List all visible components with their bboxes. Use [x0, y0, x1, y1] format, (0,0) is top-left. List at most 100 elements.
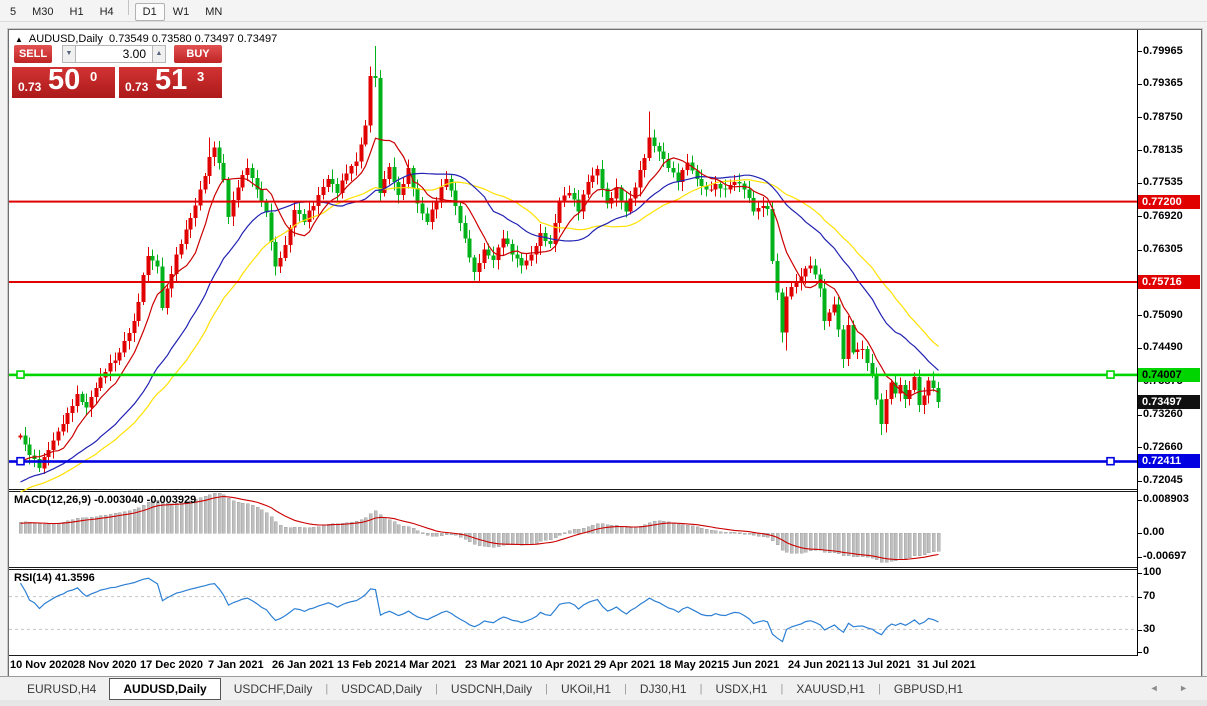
- tab-separator: |: [624, 682, 627, 695]
- tab-scroll-arrows[interactable]: ◄ ►: [1149, 683, 1197, 693]
- date-axis-label: 10 Apr 2021: [530, 659, 592, 671]
- price-tick-mark: [1137, 414, 1142, 416]
- date-axis-label: 24 Jun 2021: [788, 659, 851, 671]
- timeframe-h1[interactable]: H1: [69, 6, 84, 18]
- date-axis-label: 26 Jan 2021: [272, 659, 334, 671]
- date-axis-label: 13 Feb 2021: [337, 659, 400, 671]
- tab-usdx-h1[interactable]: USDX,H1: [715, 681, 768, 696]
- chart-tab-bar: EURUSD,H4 AUDUSD,Daily USDCHF,Daily | USDCAD…: [0, 676, 1207, 700]
- rsi-tick-mark: [1137, 629, 1142, 631]
- macd-tick-mark: [1137, 499, 1142, 501]
- price-tick-mark: [1137, 347, 1142, 349]
- rsi-tick-mark: [1137, 651, 1142, 653]
- rsi-tick-mark: [1137, 572, 1142, 574]
- timeframe-buttons: 5 M30 H1 H4 D1 W1 MN: [2, 0, 230, 21]
- date-axis-label: 7 Jan 2021: [208, 659, 264, 671]
- tab-separator: |: [325, 682, 329, 695]
- date-axis-label: 29 Apr 2021: [594, 659, 656, 671]
- chart-ohlc-values: 0.73549 0.73580 0.73497 0.73497: [109, 33, 278, 45]
- macd-indicator-label: MACD(12,26,9) -0.003040 -0.003929: [14, 494, 197, 506]
- volume-increase-button[interactable]: ▲: [152, 45, 166, 63]
- price-tick-mark: [1137, 182, 1142, 184]
- price-tick-label: 0.78135: [1143, 143, 1183, 156]
- price-tick-mark: [1137, 150, 1142, 152]
- price-tick-mark: [1137, 381, 1142, 383]
- price-axis-border: [1137, 30, 1138, 656]
- rsi-tick-label: 70: [1143, 590, 1156, 602]
- ask-price-pipette: 3: [197, 69, 205, 84]
- ask-price-main: 51: [155, 64, 188, 96]
- price-line-tag: 0.77200: [1138, 194, 1200, 209]
- rsi-indicator-label: RSI(14) 41.3596: [14, 572, 95, 584]
- date-axis-label: 17 Dec 2020: [140, 659, 203, 671]
- chart-symbol-label: AUDUSD,Daily: [28, 33, 103, 45]
- price-tick-mark: [1137, 249, 1142, 251]
- timeframe-toolbar: 5 M30 H1 H4 D1 W1 MN: [0, 0, 1207, 22]
- price-tick-mark: [1137, 117, 1142, 119]
- price-line-tag: 0.75716: [1138, 275, 1200, 289]
- chart-window: ▲ AUDUSD,Daily 0.73549 0.73580 0.73497 0.…: [8, 29, 1202, 677]
- date-axis-label: 18 May 2021: [659, 659, 724, 671]
- timeframe-m30[interactable]: M30: [32, 6, 54, 18]
- price-tick-mark: [1137, 315, 1142, 317]
- bid-price-box[interactable]: 0.73 50 0: [12, 64, 115, 98]
- date-axis-label: 28 Nov 2020: [73, 659, 137, 671]
- macd-tick-label: 0.00: [1143, 526, 1165, 538]
- price-tick-label: 0.72660: [1143, 440, 1183, 453]
- buy-button[interactable]: BUY: [174, 45, 222, 63]
- tab-separator: |: [545, 682, 549, 695]
- tab-usdcad-daily[interactable]: USDCAD,Daily: [341, 681, 422, 696]
- price-tick-label: 0.73260: [1143, 408, 1183, 421]
- volume-input[interactable]: 3.00: [76, 45, 152, 63]
- tab-eurusd-h4[interactable]: EURUSD,H4: [27, 681, 97, 696]
- price-tick-mark: [1137, 216, 1142, 218]
- price-tick-mark: [1137, 447, 1142, 449]
- toolbar-separator: [127, 0, 129, 15]
- bid-price-prefix: 0.73: [18, 80, 42, 94]
- rsi-tick-label: 100: [1143, 566, 1162, 578]
- date-axis-label: 23 Mar 2021: [465, 659, 528, 671]
- date-axis-label: 31 Jul 2021: [917, 659, 976, 671]
- tab-separator: |: [699, 682, 703, 695]
- tab-usdchf-daily[interactable]: USDCHF,Daily: [233, 681, 313, 696]
- price-tick-label: 0.77535: [1143, 176, 1183, 189]
- volume-decrease-button[interactable]: ▼: [62, 45, 76, 63]
- tab-separator: |: [878, 682, 881, 695]
- bottom-strip: [0, 700, 1207, 706]
- price-tick-mark: [1137, 51, 1142, 53]
- macd-tick-mark: [1137, 556, 1142, 558]
- timeframe-mn[interactable]: MN: [205, 6, 223, 18]
- price-tick-label: 0.76920: [1143, 209, 1183, 222]
- collapse-trade-panel-icon[interactable]: ▲: [15, 35, 23, 44]
- price-tick-mark: [1137, 480, 1142, 482]
- timeframe-5[interactable]: 5: [10, 6, 17, 18]
- chart-tabs: EURUSD,H4 AUDUSD,Daily USDCHF,Daily | USDCAD…: [14, 677, 976, 700]
- timeframe-h4[interactable]: H4: [99, 6, 114, 18]
- bid-price-main: 50: [48, 64, 81, 96]
- date-axis-label: 4 Mar 2021: [400, 659, 457, 671]
- price-tick-label: 0.72045: [1143, 474, 1183, 486]
- one-click-trade-panel: SELL ▼ 3.00 ▲ BUY 0.73 50 0 0.73 51 3: [11, 44, 225, 100]
- date-axis-label: 10 Nov 2020: [10, 659, 74, 671]
- tab-separator: |: [434, 682, 438, 695]
- price-tick-label: 0.79965: [1143, 44, 1183, 57]
- tab-xauusd-h1[interactable]: XAUUSD,H1: [796, 681, 865, 696]
- price-tick-label: 0.75090: [1143, 308, 1183, 321]
- date-axis-label: 13 Jul 2021: [852, 659, 911, 671]
- price-line-tag: 0.72411: [1138, 454, 1200, 469]
- chart-title: ▲ AUDUSD,Daily 0.73549 0.73580 0.73497 0.…: [15, 33, 277, 45]
- tab-dj30-h1[interactable]: DJ30,H1: [639, 681, 687, 696]
- date-axis-label: 5 Jun 2021: [723, 659, 780, 671]
- tab-audusd-daily[interactable]: AUDUSD,Daily: [109, 677, 221, 700]
- timeframe-w1[interactable]: W1: [172, 6, 190, 18]
- tab-usdcnh-daily[interactable]: USDCNH,Daily: [450, 681, 533, 696]
- date-axis: 10 Nov 2020 28 Nov 2020 17 Dec 2020 7 Jan 2…: [9, 656, 1137, 674]
- tab-ukoil-h1[interactable]: UKOil,H1: [561, 681, 612, 696]
- rsi-tick-label: 30: [1143, 623, 1156, 635]
- timeframe-d1[interactable]: D1: [134, 3, 165, 21]
- tab-gbpusd-h1[interactable]: GBPUSD,H1: [893, 681, 964, 696]
- ask-price-box[interactable]: 0.73 51 3: [119, 64, 222, 98]
- macd-tick-label: 0.008903: [1143, 493, 1189, 505]
- chart-canvas[interactable]: [9, 30, 1137, 674]
- sell-button[interactable]: SELL: [14, 45, 52, 63]
